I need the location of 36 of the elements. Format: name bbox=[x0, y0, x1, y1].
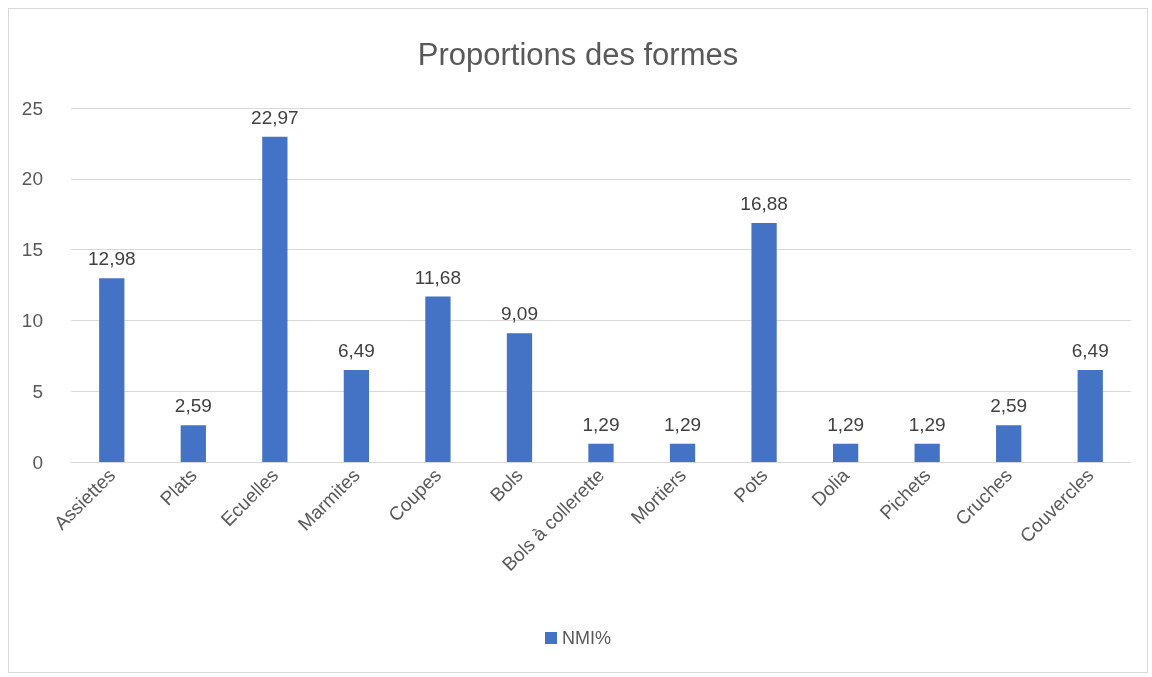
x-tick-label: Bols bbox=[485, 464, 527, 506]
chart-title: Proportions des formes bbox=[417, 37, 739, 72]
y-tick-label: 0 bbox=[32, 451, 43, 473]
y-tick-label: 10 bbox=[21, 309, 43, 331]
bar bbox=[425, 296, 451, 462]
data-label: 6,49 bbox=[337, 340, 375, 362]
data-label: 1,29 bbox=[582, 413, 620, 435]
data-label: 2,59 bbox=[174, 395, 212, 417]
bar bbox=[996, 425, 1022, 462]
data-label: 1,29 bbox=[827, 413, 865, 435]
bar bbox=[914, 443, 940, 462]
bar bbox=[832, 443, 859, 462]
bar bbox=[1077, 370, 1103, 462]
x-tick-label: Pots bbox=[729, 464, 772, 507]
data-label: 2,59 bbox=[990, 395, 1028, 417]
data-label: 12,98 bbox=[88, 248, 136, 270]
y-tick-label: 5 bbox=[32, 380, 43, 402]
bar bbox=[669, 443, 696, 462]
legend-label: NMI% bbox=[562, 628, 611, 648]
bar bbox=[343, 370, 370, 462]
y-tick-label: 20 bbox=[21, 168, 43, 190]
data-label: 6,49 bbox=[1071, 340, 1109, 362]
data-label: 9,09 bbox=[500, 303, 538, 325]
bar bbox=[262, 136, 288, 462]
y-tick-label: 15 bbox=[21, 239, 43, 261]
bar bbox=[751, 222, 777, 462]
data-label: 22,97 bbox=[251, 106, 299, 128]
data-label: 1,29 bbox=[664, 413, 702, 435]
data-label: 16,88 bbox=[740, 192, 788, 214]
bar bbox=[99, 278, 125, 462]
bar bbox=[506, 333, 533, 462]
bar bbox=[588, 443, 614, 462]
data-label: 1,29 bbox=[908, 413, 946, 435]
y-tick-label: 25 bbox=[21, 97, 43, 119]
bar bbox=[180, 425, 206, 462]
data-label: 11,68 bbox=[414, 266, 461, 288]
